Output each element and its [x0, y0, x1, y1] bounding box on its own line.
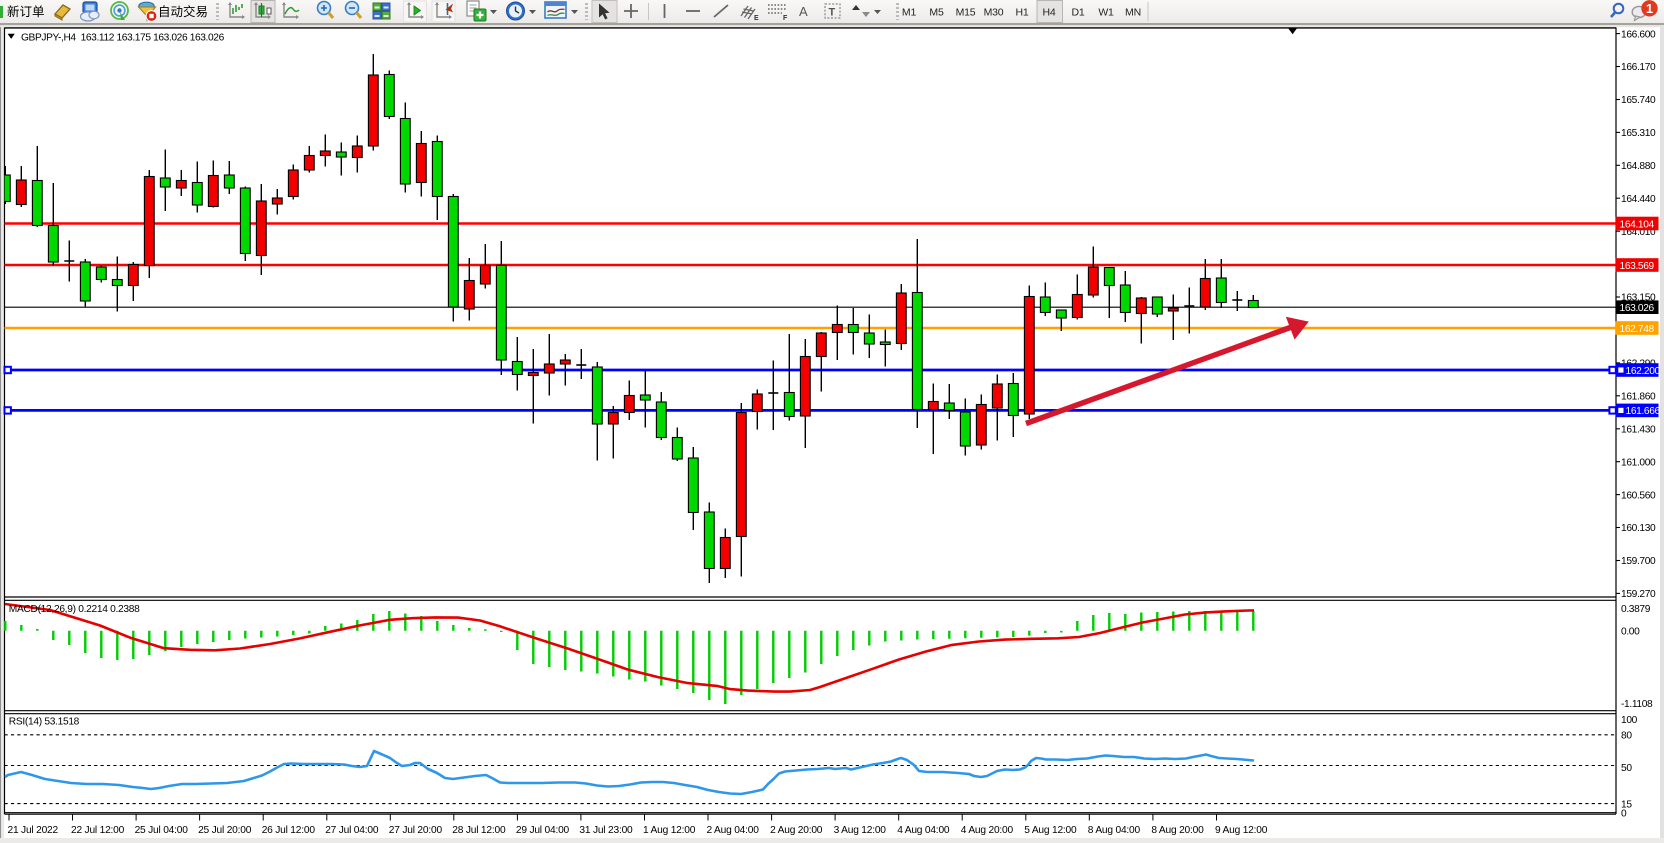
svg-text:21 Jul 2022: 21 Jul 2022: [8, 825, 59, 836]
svg-text:MN: MN: [1125, 6, 1141, 18]
svg-text:0.00: 0.00: [1621, 627, 1640, 638]
svg-text:165.740: 165.740: [1621, 95, 1656, 106]
svg-text:25 Jul 04:00: 25 Jul 04:00: [135, 825, 189, 836]
svg-text:164.880: 164.880: [1621, 161, 1656, 172]
svg-text:161.430: 161.430: [1621, 425, 1656, 436]
svg-text:163.150: 163.150: [1621, 293, 1656, 304]
svg-text:1: 1: [1646, 1, 1653, 16]
svg-text:H4: H4: [1042, 6, 1055, 18]
svg-text:29 Jul 04:00: 29 Jul 04:00: [516, 825, 570, 836]
svg-text:162.748: 162.748: [1620, 324, 1655, 335]
svg-text:新订单: 新订单: [7, 4, 45, 19]
svg-text:RSI(14) 53.1518: RSI(14) 53.1518: [9, 717, 80, 728]
svg-text:163.026: 163.026: [1620, 303, 1655, 314]
svg-text:4 Aug 20:00: 4 Aug 20:00: [961, 825, 1014, 836]
svg-text:D1: D1: [1071, 6, 1084, 18]
svg-text:27 Jul 04:00: 27 Jul 04:00: [325, 825, 379, 836]
svg-text:27 Jul 20:00: 27 Jul 20:00: [389, 825, 443, 836]
svg-text:4 Aug 04:00: 4 Aug 04:00: [897, 825, 950, 836]
svg-text:22 Jul 12:00: 22 Jul 12:00: [71, 825, 125, 836]
svg-text:1 Aug 12:00: 1 Aug 12:00: [643, 825, 696, 836]
svg-text:50: 50: [1621, 763, 1632, 774]
svg-text:E: E: [754, 15, 759, 22]
svg-text:25 Jul 20:00: 25 Jul 20:00: [198, 825, 252, 836]
svg-text:8 Aug 20:00: 8 Aug 20:00: [1151, 825, 1204, 836]
svg-text:26 Jul 12:00: 26 Jul 12:00: [262, 825, 316, 836]
svg-text:5 Aug 12:00: 5 Aug 12:00: [1024, 825, 1077, 836]
svg-text:0: 0: [1621, 809, 1627, 820]
svg-text:M1: M1: [902, 6, 917, 18]
svg-text:2 Aug 04:00: 2 Aug 04:00: [707, 825, 760, 836]
svg-text:161.000: 161.000: [1621, 457, 1656, 468]
svg-text:9 Aug 12:00: 9 Aug 12:00: [1215, 825, 1268, 836]
svg-text:162.200: 162.200: [1626, 366, 1661, 377]
svg-text:A: A: [799, 4, 808, 19]
svg-text:W1: W1: [1098, 6, 1114, 18]
svg-text:164.010: 164.010: [1621, 227, 1656, 238]
svg-text:15: 15: [1621, 800, 1632, 811]
svg-text:161.860: 161.860: [1621, 392, 1656, 403]
svg-text:MACD(12,26,9) 0.2214 0.2388: MACD(12,26,9) 0.2214 0.2388: [9, 604, 140, 615]
svg-text:31 Jul 23:00: 31 Jul 23:00: [579, 825, 633, 836]
svg-text:165.310: 165.310: [1621, 128, 1656, 139]
svg-text:100: 100: [1621, 715, 1638, 726]
svg-text:M15: M15: [956, 6, 976, 18]
svg-text:GBPJPY-,H4 163.112 163.175 16: GBPJPY-,H4 163.112 163.175 163.026 163.0…: [21, 33, 225, 44]
svg-text:164.104: 164.104: [1620, 219, 1655, 230]
svg-text:161.666: 161.666: [1626, 406, 1661, 417]
svg-text:自动交易: 自动交易: [158, 4, 208, 19]
svg-text:M5: M5: [929, 6, 944, 18]
svg-text:160.560: 160.560: [1621, 490, 1656, 501]
svg-text:80: 80: [1621, 731, 1632, 742]
svg-text:M30: M30: [984, 6, 1004, 18]
svg-text:164.440: 164.440: [1621, 194, 1656, 205]
svg-text:160.130: 160.130: [1621, 523, 1656, 534]
svg-text:163.569: 163.569: [1620, 261, 1655, 272]
svg-text:F: F: [783, 15, 788, 22]
svg-text:0.3879: 0.3879: [1621, 604, 1651, 615]
svg-text:159.270: 159.270: [1621, 589, 1656, 600]
svg-text:8 Aug 04:00: 8 Aug 04:00: [1088, 825, 1141, 836]
svg-text:3 Aug 12:00: 3 Aug 12:00: [834, 825, 887, 836]
svg-text:159.700: 159.700: [1621, 556, 1656, 567]
svg-text:H1: H1: [1015, 6, 1028, 18]
svg-text:2 Aug 20:00: 2 Aug 20:00: [770, 825, 823, 836]
svg-text:28 Jul 12:00: 28 Jul 12:00: [452, 825, 506, 836]
svg-text:T: T: [829, 7, 836, 19]
svg-text:166.600: 166.600: [1621, 29, 1656, 40]
svg-text:-1.1108: -1.1108: [1621, 699, 1653, 710]
svg-text:166.170: 166.170: [1621, 62, 1656, 73]
